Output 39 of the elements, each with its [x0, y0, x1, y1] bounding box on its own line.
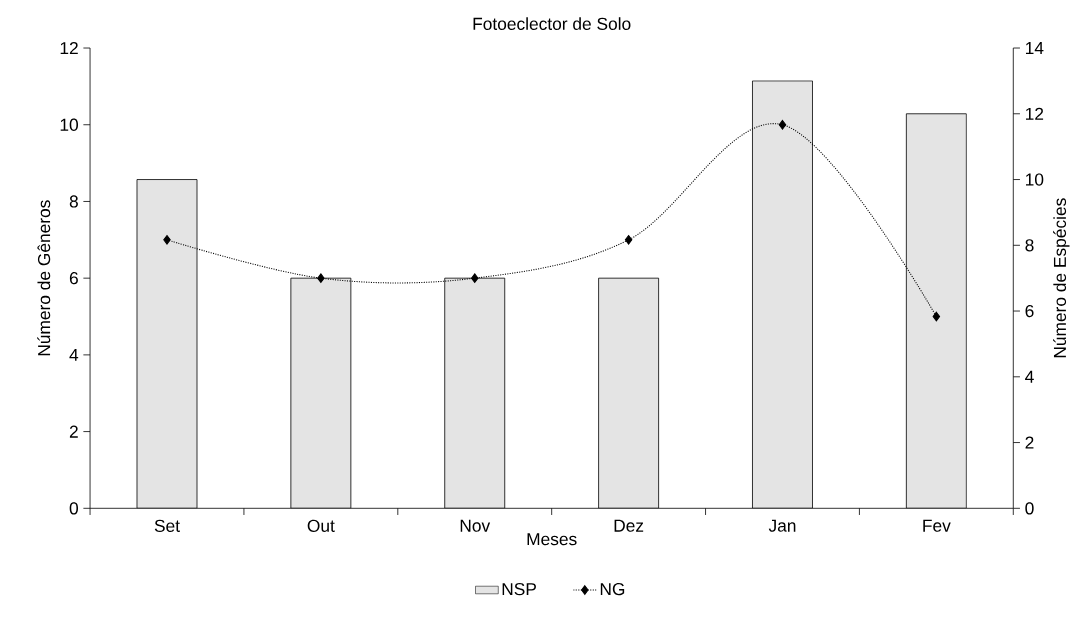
- y-tick-label: 8: [69, 195, 78, 208]
- y2-tick-label: 4: [1025, 370, 1034, 383]
- y-axis-title: Número de Gêneros: [37, 200, 51, 356]
- legend-label: NSP: [502, 582, 536, 596]
- y2-tick-label: 6: [1025, 304, 1034, 317]
- x-tick-label: Set: [154, 519, 180, 532]
- point: [471, 273, 479, 283]
- y2-tick-label: 0: [1025, 501, 1034, 515]
- bar: [290, 277, 351, 509]
- y2-tick-label: 8: [1025, 238, 1034, 252]
- y2-tick-label: 12: [1025, 107, 1044, 120]
- y-tick-label: 4: [69, 348, 79, 361]
- bar: [752, 80, 813, 509]
- y2-tick-label: 10: [1025, 173, 1044, 186]
- y-tick-label: 6: [69, 271, 78, 285]
- bar: [905, 113, 967, 509]
- x-tick-label: Jan: [768, 519, 796, 532]
- y2-tick-label: 14: [1025, 41, 1044, 54]
- bar: [136, 179, 197, 509]
- y2-axis-title: Número de Espécies: [1053, 198, 1070, 358]
- legend-label: NG: [600, 582, 625, 596]
- point: [778, 119, 787, 130]
- x-axis-title: Meses: [527, 532, 577, 546]
- y2-tick-label: 2: [1025, 436, 1034, 449]
- y-tick-label: 2: [69, 425, 78, 438]
- x-tick-label: Dez: [614, 519, 644, 532]
- x-tick-label: Out: [307, 519, 335, 532]
- point: [932, 311, 941, 322]
- point: [317, 273, 325, 283]
- chart-title: Fotoeclector de Solo: [473, 17, 631, 30]
- point: [624, 234, 633, 245]
- bar: [598, 277, 659, 509]
- point: [163, 234, 171, 245]
- y-tick-label: 0: [69, 501, 78, 515]
- y-tick-label: 10: [60, 118, 78, 131]
- x-tick-label: Fev: [923, 519, 951, 532]
- y-tick-label: 12: [60, 41, 78, 54]
- x-tick-label: Nov: [460, 519, 491, 532]
- bar: [444, 277, 505, 509]
